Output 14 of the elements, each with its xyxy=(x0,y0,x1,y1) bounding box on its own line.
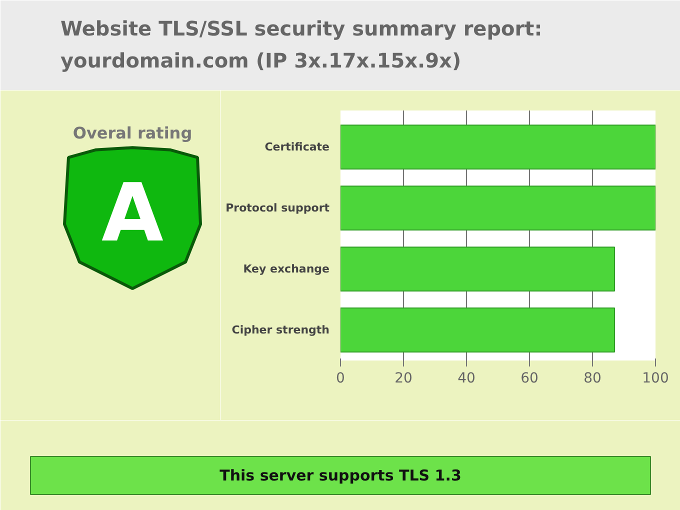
x-tick-label: 40 xyxy=(458,370,476,386)
text: A xyxy=(102,166,164,260)
y-tick-label: Key exchange xyxy=(243,262,330,276)
text: Overal rating xyxy=(72,124,192,143)
x-tick-label: 100 xyxy=(642,370,669,386)
x-tick-label: 60 xyxy=(520,370,538,386)
x-tick-label: 0 xyxy=(336,370,345,386)
text: This server supports TLS 1.3 xyxy=(220,466,462,484)
x-tick-label: 80 xyxy=(584,370,602,386)
y-tick-label: Cipher strength xyxy=(232,324,330,337)
x-tick-label: 20 xyxy=(394,370,412,386)
y-tick-label: Protocol support xyxy=(226,202,330,215)
y-tick-label: Certificate xyxy=(264,140,330,154)
chart-title: Website TLS/SSL security summary report: yourdomain.com (IP 3x.17x.15x.9x) xyxy=(60,16,542,72)
